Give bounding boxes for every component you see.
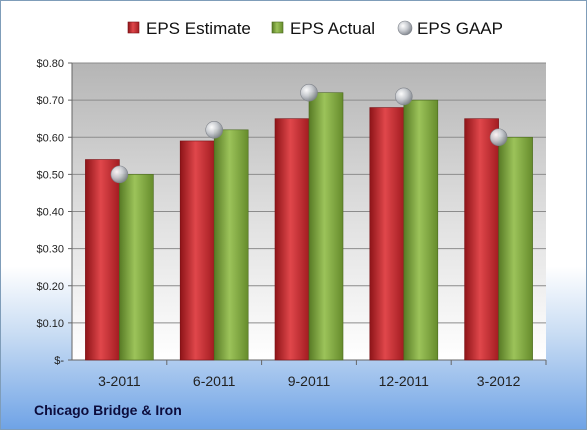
y-tick-label: $0.10 [36, 318, 64, 330]
y-tick-label: $0.20 [36, 281, 64, 293]
x-tick-label: 3-2011 [98, 373, 141, 389]
bar-eps-estimate [369, 107, 405, 361]
bar-eps-actual [119, 174, 154, 361]
legend-item: EPS GAAP [397, 19, 503, 38]
x-tick-label: 3-2012 [477, 373, 521, 389]
y-tick-label: $- [54, 355, 64, 367]
y-tick-label: $0.40 [36, 207, 64, 219]
y-tick-label: $0.60 [36, 132, 64, 144]
x-tick-label: 12-2011 [379, 373, 430, 389]
legend-label: EPS Actual [290, 19, 375, 38]
bar-eps-estimate [274, 118, 310, 361]
point-eps-gaap [300, 83, 318, 102]
legend-swatch [271, 21, 284, 34]
bar-eps-actual [403, 99, 439, 361]
bar-eps-actual [213, 129, 249, 361]
bar-eps-estimate [464, 118, 499, 361]
y-tick-label: $0.70 [36, 95, 64, 107]
y-tick-label: $0.50 [36, 169, 64, 181]
x-tick-label: 6-2011 [193, 373, 236, 389]
legend-swatch [127, 21, 140, 34]
y-tick-label: $0.30 [36, 244, 64, 256]
bar-eps-actual [498, 136, 533, 361]
y-tick-label: $0.80 [36, 58, 64, 70]
point-eps-gaap [205, 121, 223, 139]
bar-eps-estimate [85, 159, 120, 361]
legend-label: EPS Estimate [146, 19, 251, 38]
point-eps-gaap [110, 165, 129, 184]
legend-item: EPS Estimate [127, 19, 251, 38]
company-name: Chicago Bridge & Iron [34, 402, 182, 418]
point-eps-gaap [394, 87, 413, 106]
bar-eps-actual [308, 92, 344, 361]
legend-label: EPS GAAP [417, 19, 503, 38]
legend-item: EPS Actual [271, 19, 375, 38]
bar-eps-estimate [179, 140, 215, 361]
point-eps-gaap [489, 128, 508, 147]
legend-swatch [397, 20, 413, 36]
x-tick-label: 9-2011 [288, 373, 331, 389]
